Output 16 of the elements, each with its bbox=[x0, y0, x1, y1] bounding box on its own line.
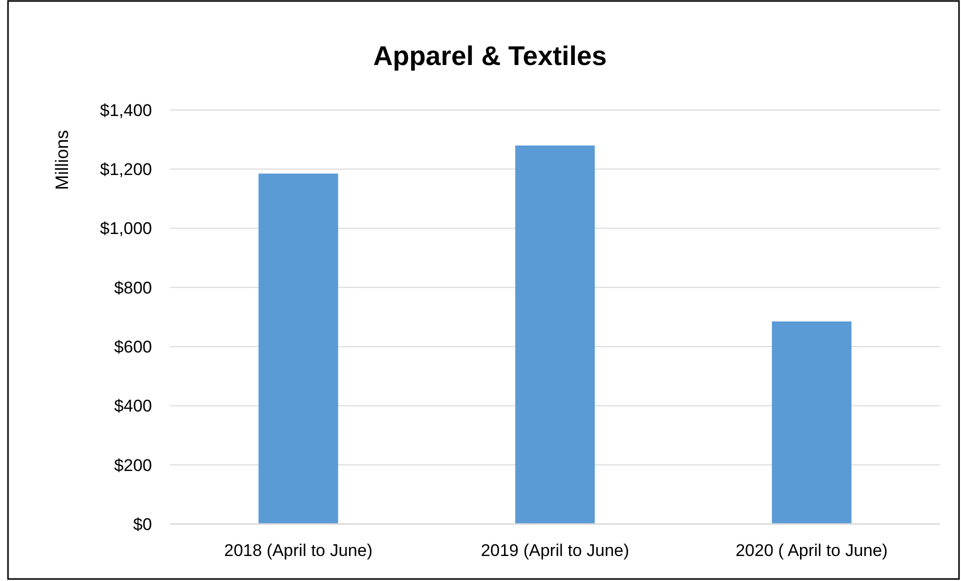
y-axis-title: Millions bbox=[52, 130, 72, 190]
y-tick-label: $0 bbox=[133, 514, 152, 534]
chart-title: Apparel & Textiles bbox=[373, 41, 607, 71]
x-tick-label: 2020 ( April to June) bbox=[736, 541, 888, 560]
y-tick-label: $1,000 bbox=[100, 219, 152, 238]
y-tick-label: $800 bbox=[114, 278, 152, 298]
y-tick-label: $200 bbox=[114, 456, 152, 475]
bar bbox=[258, 174, 338, 524]
x-tick-label: 2018 (April to June) bbox=[224, 541, 373, 560]
y-tick-label: $1,200 bbox=[100, 160, 152, 180]
x-tick-label: 2019 (April to June) bbox=[480, 541, 630, 560]
y-tick-label: $600 bbox=[114, 338, 152, 357]
y-tick-label: $1,400 bbox=[100, 100, 152, 120]
y-tick-label: $400 bbox=[114, 396, 152, 416]
bar bbox=[772, 321, 852, 524]
bar bbox=[515, 145, 595, 524]
